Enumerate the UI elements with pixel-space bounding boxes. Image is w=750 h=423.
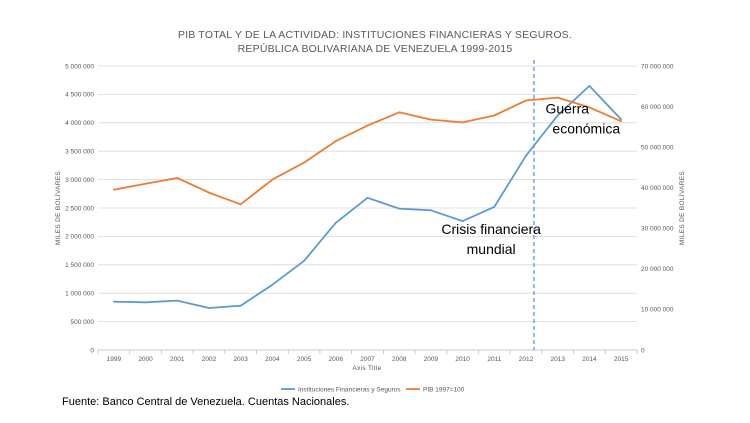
series-2-point xyxy=(144,182,147,185)
x-tick-label: 2004 xyxy=(265,356,280,363)
x-axis-title: Axis Title xyxy=(352,365,381,372)
x-tick-label: 1999 xyxy=(107,356,122,363)
series-2-point xyxy=(461,121,464,124)
series-1-point xyxy=(176,299,179,302)
annotation-layer: Crisis financiera mundial Guerra económica xyxy=(441,101,620,257)
series-2-point xyxy=(239,203,242,206)
annotation-text: mundial xyxy=(467,241,516,257)
x-tick-label: 2006 xyxy=(329,356,344,363)
series-2-point xyxy=(271,178,274,181)
series-2-point xyxy=(398,111,401,114)
series-1-point xyxy=(461,220,464,222)
y-right-tick-label: 60 000 000 xyxy=(641,104,674,111)
series-2-point xyxy=(208,191,210,194)
series-1-point xyxy=(239,304,242,307)
series-1-point xyxy=(525,154,527,157)
chart-title-line-1: PIB TOTAL Y DE LA ACTIVIDAD: INSTITUCION… xyxy=(178,29,572,41)
series-1-point xyxy=(493,205,496,208)
x-tick-label: 2001 xyxy=(170,356,185,363)
y-left-tick-label: 0 xyxy=(90,347,94,354)
series-2-point xyxy=(620,120,623,123)
y-left-tick-label: 500 000 xyxy=(71,319,95,326)
legend: Instituciones Financieras y Seguros PIB 1… xyxy=(281,386,465,393)
y-right-tick-label: 10 000 000 xyxy=(641,307,674,314)
series-2-point xyxy=(112,188,115,191)
chart-title-line-2: REPÚBLICA BOLIVARIANA DE VENEZUELA 1999-… xyxy=(238,42,513,55)
series-1-point xyxy=(588,84,591,87)
x-tick-label: 2008 xyxy=(392,356,407,363)
legend-label: PIB 1997=100 xyxy=(423,386,465,393)
series-1-point xyxy=(620,118,623,121)
x-tick-label: 2015 xyxy=(614,356,629,363)
series-1-point xyxy=(112,300,115,303)
y-left-tick-label: 3 500 000 xyxy=(65,149,94,156)
y-right-tick-label: 20 000 000 xyxy=(641,266,674,273)
y-left-tick-label: 4 000 000 xyxy=(65,120,94,127)
y-left-tick-label: 4 500 000 xyxy=(65,92,94,99)
y-left-tick-label: 1 000 000 xyxy=(65,291,94,298)
series-2-point xyxy=(430,118,432,121)
x-tick-label: 2014 xyxy=(582,356,597,363)
series-2-point xyxy=(588,106,591,109)
y-axis-right-title: MILES DE BOLÍVARES xyxy=(677,171,686,245)
x-tick-label: 2012 xyxy=(519,356,534,363)
annotation-text: Guerra xyxy=(545,101,589,117)
y-axis-left-title: MILES DE BOLÍVARES xyxy=(53,171,62,245)
series-1-point xyxy=(556,114,559,117)
source-note: Fuente: Banco Central de Venezuela. Cuen… xyxy=(62,396,350,408)
series-2-point xyxy=(525,99,527,102)
series-1-point xyxy=(334,221,337,224)
series-1-point xyxy=(366,196,369,199)
y-right-tick-label: 0 xyxy=(641,347,645,354)
legend-label: Instituciones Financieras y Seguros xyxy=(298,386,401,393)
y-left-tick-label: 5 000 000 xyxy=(65,63,94,70)
series-layer xyxy=(112,84,623,309)
series-2-point xyxy=(493,114,496,117)
series-1-point xyxy=(144,301,147,304)
y-right-tick-label: 70 000 000 xyxy=(641,63,674,70)
gridlines xyxy=(98,65,637,351)
y-right-tick-label: 40 000 000 xyxy=(641,185,674,192)
annotation-text: Crisis financiera xyxy=(441,221,541,237)
y-left-tick-label: 1 500 000 xyxy=(65,262,94,269)
x-tick-label: 2000 xyxy=(138,356,153,363)
x-tick-label: 2007 xyxy=(360,356,375,363)
x-tick-label: 2013 xyxy=(551,356,566,363)
series-1-point xyxy=(398,207,401,210)
x-tick-label: 2005 xyxy=(297,356,312,363)
annotation-text: económica xyxy=(552,121,620,137)
series-2-point xyxy=(303,161,305,164)
axes: 0 500 000 1 000 000 1 500 000 2 000 000 2 500… xyxy=(65,63,674,363)
x-tick-label: 2009 xyxy=(424,356,439,363)
series-2-point xyxy=(556,96,559,99)
series-1-point xyxy=(208,307,210,309)
x-tick-label: 2003 xyxy=(233,356,248,363)
y-left-tick-label: 2 000 000 xyxy=(65,234,94,241)
series-1-point xyxy=(430,209,432,212)
series-2-point xyxy=(366,124,369,127)
y-left-tick-label: 2 500 000 xyxy=(65,205,94,212)
series-1-point xyxy=(271,283,274,286)
series-2-point xyxy=(176,177,179,179)
x-tick-label: 2010 xyxy=(455,356,470,363)
series-1-point xyxy=(303,259,305,262)
y-right-tick-label: 30 000 000 xyxy=(641,226,674,233)
series-2-point xyxy=(334,140,337,142)
x-tick-label: 2002 xyxy=(202,356,217,363)
y-right-tick-label: 50 000 000 xyxy=(641,144,674,151)
x-tick-label: 2011 xyxy=(487,356,501,363)
y-left-tick-label: 3 000 000 xyxy=(65,177,94,184)
